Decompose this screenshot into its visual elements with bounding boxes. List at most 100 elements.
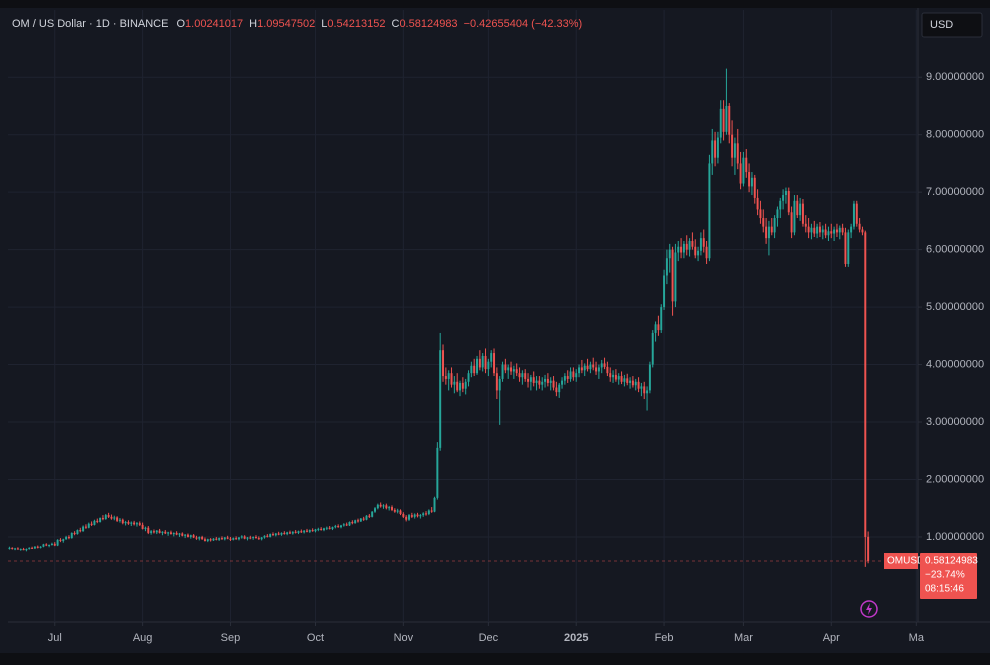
candle-body [342, 524, 345, 526]
candle-body [385, 505, 388, 509]
candle-body [84, 526, 87, 528]
candle-body [28, 547, 31, 550]
candle-body [629, 380, 632, 383]
candle-body [36, 546, 39, 548]
candle-body [184, 534, 187, 536]
candle-body [410, 515, 413, 517]
candle-body [288, 532, 291, 534]
candle-body [87, 523, 90, 528]
ohlc-label: C [391, 18, 399, 30]
candle-body [8, 547, 11, 549]
candle-body [422, 513, 425, 516]
candle-body [93, 520, 96, 525]
candle-body [620, 376, 623, 382]
candle-body [271, 534, 274, 536]
candle-body [527, 378, 530, 382]
candle-body [249, 537, 252, 539]
candle-body [235, 538, 238, 540]
change: −0.42655404 (−42.33%) [464, 18, 583, 30]
candle-body [518, 373, 521, 378]
ohlc-value: 0.54213152 [327, 18, 385, 30]
candle-body [371, 511, 374, 517]
candle-body [444, 376, 447, 379]
candle-body [229, 538, 232, 540]
candle-body [719, 108, 722, 138]
candle-body [538, 380, 541, 385]
alert-icon[interactable] [860, 600, 878, 618]
candle-body [175, 532, 178, 535]
candle-body [609, 373, 612, 378]
candle-body [646, 390, 649, 394]
candle-body [297, 531, 300, 533]
candle-body [657, 324, 660, 331]
candle-body [801, 203, 804, 224]
candle-body [283, 532, 286, 535]
candle-body [816, 226, 819, 234]
candle-body [402, 513, 405, 517]
candle-body [439, 350, 442, 448]
candle-body [623, 378, 626, 382]
candle-body [708, 163, 711, 259]
candle-body [606, 366, 609, 374]
candle-body [198, 536, 201, 539]
candle-body [396, 510, 399, 512]
candle-body [442, 350, 445, 377]
candle-body [294, 531, 297, 533]
candle-body [59, 539, 62, 541]
y-tick-label: 3.00000000 [926, 416, 984, 428]
candle-body [867, 536, 870, 562]
candle-body [138, 523, 141, 525]
candle-body [39, 546, 42, 548]
candle-body [459, 382, 462, 391]
candle-body [376, 504, 379, 509]
candle-body [677, 246, 680, 253]
candle-body [416, 514, 419, 517]
candle-body [648, 364, 651, 391]
candle-body [195, 537, 198, 539]
candle-body [19, 549, 22, 551]
candle-body [331, 527, 334, 529]
candle-body [541, 381, 544, 385]
candle-body [810, 227, 813, 233]
candle-body [300, 531, 303, 533]
candle-body [393, 509, 396, 512]
candle-body [790, 212, 793, 233]
candle-body [461, 382, 464, 389]
candle-body [498, 378, 501, 391]
candle-body [76, 530, 79, 535]
candle-body [739, 163, 742, 184]
candle-body [305, 530, 308, 532]
candle-body [144, 527, 147, 529]
x-tick-label: Nov [394, 632, 414, 644]
candle-body [515, 369, 518, 374]
candle-body [33, 546, 36, 549]
candle-body [544, 378, 547, 382]
candle-body [110, 516, 113, 519]
candle-body [328, 527, 331, 529]
y-tick-label: 2.00000000 [926, 473, 984, 485]
currency-box[interactable] [921, 12, 983, 38]
candle-body [858, 223, 861, 230]
candle-body [470, 365, 473, 374]
candle-body [663, 275, 666, 308]
candle-body [368, 515, 371, 517]
candle-body [11, 547, 14, 550]
candle-body [340, 525, 342, 528]
x-tick-label: Oct [307, 632, 324, 644]
price-tag-value: 0.58124983 [925, 556, 978, 567]
candle-body [818, 226, 821, 233]
candle-body [572, 371, 575, 378]
candle-body [807, 226, 810, 233]
candle-body [490, 353, 493, 362]
x-tick-label: Jul [48, 632, 62, 644]
candle-body [291, 531, 294, 534]
legend-header: OM / US Dollar · 1D · BINANCE O1.00241017… [12, 18, 582, 30]
candle-body [725, 105, 728, 132]
currency-label[interactable]: USD [930, 19, 953, 31]
candle-body [784, 191, 787, 196]
candle-body [634, 381, 637, 386]
candle-body [79, 530, 82, 532]
candle-body [813, 227, 816, 234]
candle-body [864, 232, 867, 537]
